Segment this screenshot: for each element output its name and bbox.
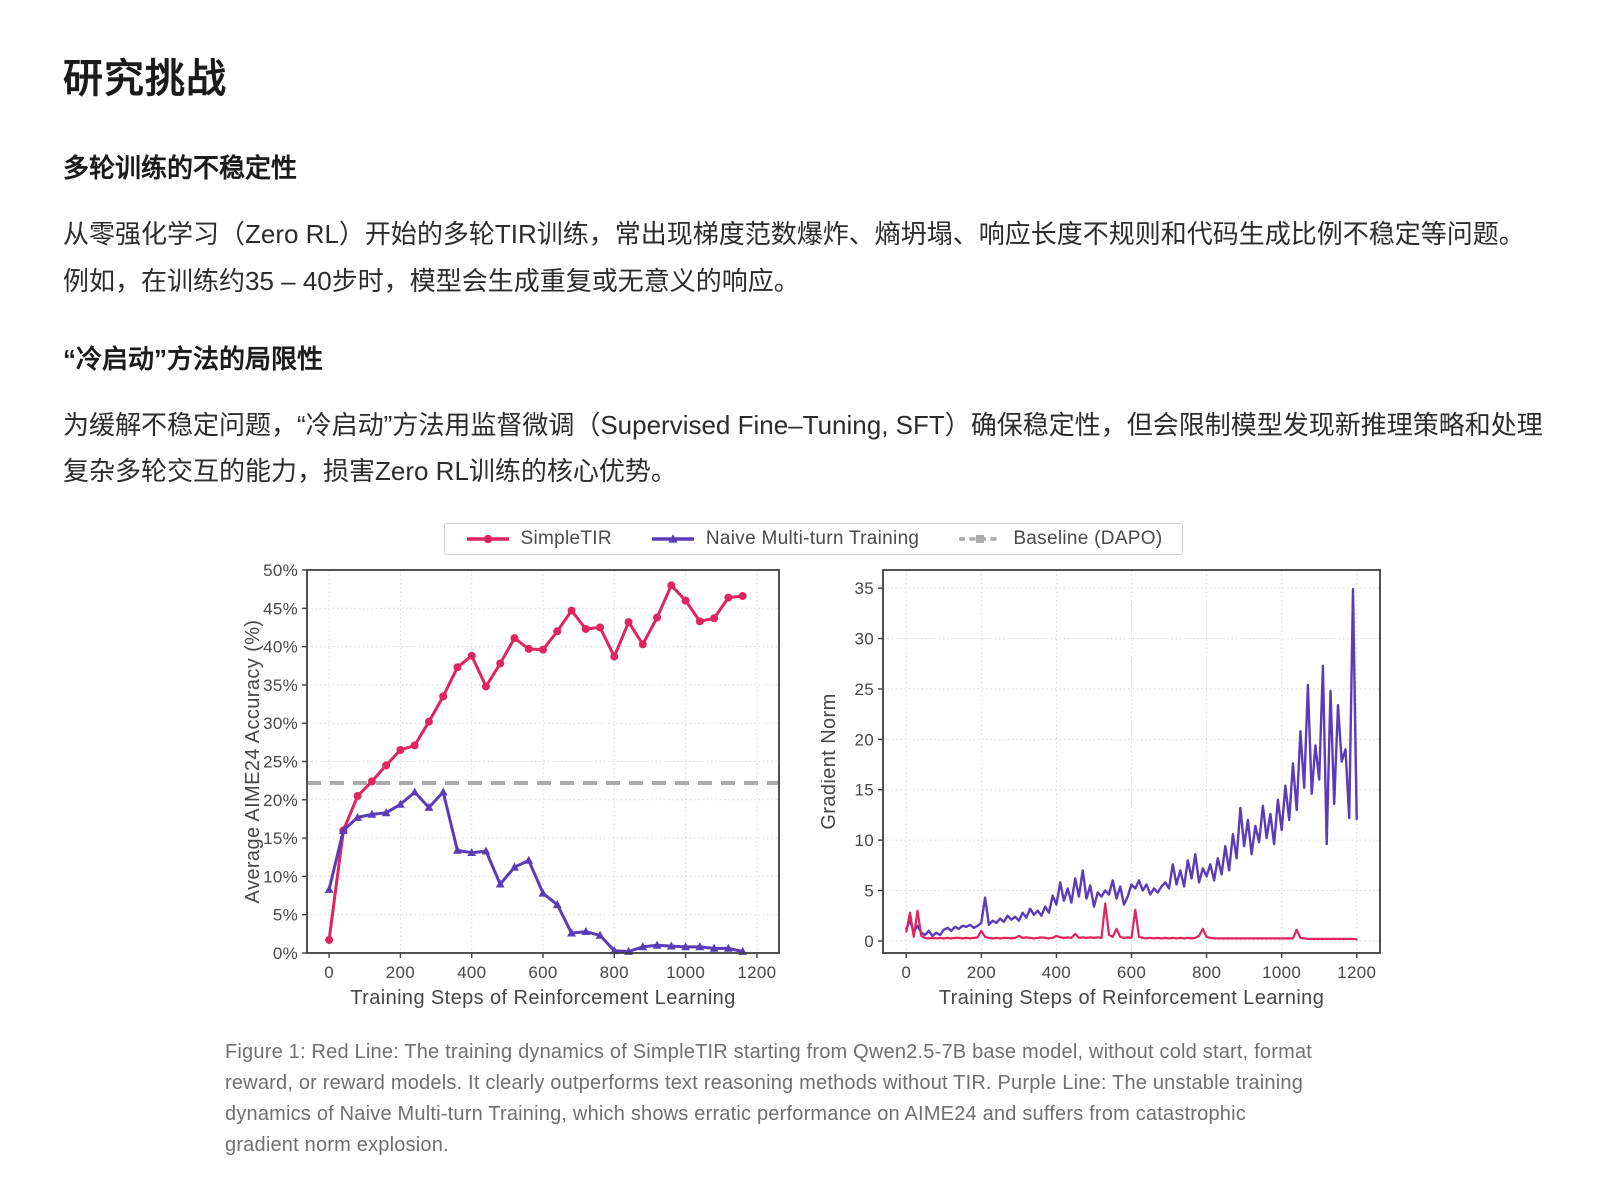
- series-naive-multi-turn-training: [905, 588, 1358, 938]
- section-body-cold-start: 为缓解不稳定问题，“冷启动”方法用监督微调（Supervised Fine–Tu…: [63, 409, 1543, 487]
- square-marker-icon: [976, 535, 985, 544]
- x-axis-label: Training Steps of Reinforcement Learning: [939, 987, 1324, 1009]
- x-tick-label: 1200: [737, 963, 776, 982]
- y-tick-label: 20: [854, 731, 874, 750]
- section-heading-cold-start: “冷启动”方法的局限性: [63, 343, 324, 374]
- x-tick-label: 0: [324, 963, 334, 982]
- y-tick-label: 0: [864, 932, 874, 951]
- section-heading-instability: 多轮训练的不稳定性: [63, 153, 298, 183]
- legend-item-baseline-dapo: Baseline (DAPO): [957, 528, 1162, 550]
- x-tick-label: 200: [967, 963, 996, 982]
- x-tick-label: 400: [457, 963, 486, 982]
- figure-1: SimpleTIR Naive Multi-turn Training Base…: [225, 523, 1396, 1161]
- y-tick-label: 40%: [263, 638, 298, 657]
- y-tick-label: 15: [854, 781, 874, 800]
- y-tick-label: 5: [864, 882, 874, 901]
- x-axis-label: Training Steps of Reinforcement Learning: [350, 987, 735, 1009]
- y-axis-label: Gradient Norm: [821, 694, 840, 830]
- series-simpletir: [327, 583, 745, 942]
- page-title: 研究挑战: [63, 57, 227, 101]
- y-axis-label: Average AIME24 Accuracy (%): [242, 620, 264, 904]
- chart-legend: SimpleTIR Naive Multi-turn Training Base…: [443, 523, 1184, 556]
- naive-multiturn-line-icon: [651, 534, 694, 543]
- legend-label-naive-multiturn: Naive Multi-turn Training: [705, 528, 920, 550]
- x-tick-label: 600: [528, 963, 557, 982]
- x-tick-label: 0: [901, 963, 911, 982]
- x-tick-label: 1200: [1337, 963, 1376, 982]
- y-tick-label: 20%: [263, 791, 298, 810]
- x-tick-label: 1000: [666, 963, 705, 982]
- x-tick-label: 1000: [1262, 963, 1301, 982]
- circle-marker-icon: [483, 534, 492, 544]
- legend-item-simpletir: SimpleTIR: [465, 528, 612, 550]
- y-tick-label: 25: [854, 680, 874, 699]
- y-tick-label: 30%: [263, 714, 298, 733]
- aime24-accuracy-chart: 0 200 400 600 800 1000 1200 0% 5% 10% 15% 20% 25% 30%…: [242, 561, 780, 1009]
- y-tick-label: 0%: [273, 944, 298, 963]
- x-tick-label: 800: [1192, 963, 1221, 982]
- y-tick-label: 5%: [273, 906, 298, 925]
- series-simpletir: [905, 902, 1358, 941]
- x-tick-label: 800: [600, 963, 629, 982]
- baseline-dapo-dashed-line-icon: [959, 535, 1002, 544]
- y-tick-label: 30: [854, 630, 874, 649]
- simpletir-line-icon: [466, 534, 509, 544]
- legend-item-naive-multiturn: Naive Multi-turn Training: [650, 528, 919, 550]
- series-naive-multi-turn-training: [327, 790, 745, 954]
- y-tick-label: 10: [854, 831, 874, 850]
- legend-label-simpletir: SimpleTIR: [520, 528, 612, 550]
- y-tick-label: 10%: [263, 868, 298, 887]
- y-tick-label: 35: [854, 579, 874, 598]
- charts-row: 0 200 400 600 800 1000 1200 0% 5% 10% 15% 20% 25% 30%…: [231, 561, 1396, 1013]
- gradient-norm-chart: 0 200 400 600 800 1000 1200 0 5 10 15 20 25 30 35 Train…: [821, 569, 1381, 1009]
- section-body-instability: 从零强化学习（Zero RL）开始的多轮TIR训练，常出现梯度范数爆炸、熵坍塌、…: [63, 219, 1525, 296]
- x-tick-label: 600: [1117, 963, 1146, 982]
- chart-legend-row: SimpleTIR Naive Multi-turn Training Base…: [231, 523, 1396, 556]
- x-tick-label: 400: [1042, 963, 1071, 982]
- figure-caption: Figure 1: Red Line: The training dynamic…: [225, 1041, 1313, 1157]
- x-tick-label: 200: [386, 963, 415, 982]
- y-tick-label: 15%: [263, 829, 298, 848]
- y-tick-label: 45%: [263, 599, 298, 618]
- y-tick-label: 50%: [263, 561, 298, 580]
- y-tick-label: 35%: [263, 676, 298, 695]
- article-page: 研究挑战 多轮训练的不稳定性 从零强化学习（Zero RL）开始的多轮TIR训练…: [63, 57, 1543, 1161]
- triangle-marker-icon: [668, 534, 678, 543]
- y-tick-label: 25%: [263, 753, 298, 772]
- legend-label-baseline-dapo: Baseline (DAPO): [1013, 528, 1163, 550]
